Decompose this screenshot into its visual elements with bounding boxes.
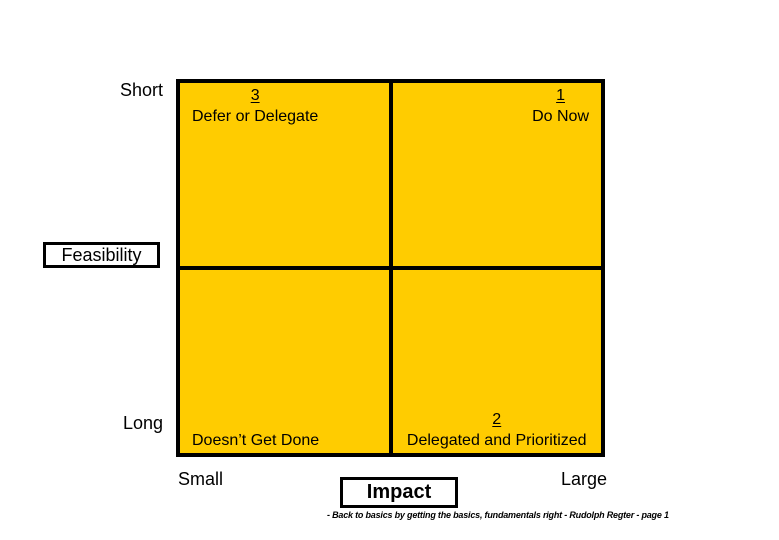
quadrant-label: Doesn’t Get Done [192,432,320,449]
quadrant-content: 2 Delegated and Prioritized [393,409,602,451]
y-axis-top-label: Short [119,80,163,100]
quadrant-content: 3 Defer or Delegate [192,85,318,127]
quadrant-content: 1 Do Now [532,85,589,127]
quadrant-do-now: 1 Do Now [392,83,601,266]
x-axis-title: Impact [366,481,432,503]
quadrant-delegated-and-prioritized: 2 Delegated and Prioritized [392,270,602,453]
y-axis-bottom-label: Long [122,413,163,433]
quadrant-rank: 1 [556,87,565,104]
x-axis-title-box: Impact [340,477,458,508]
quadrant-label: Delegated and Prioritized [406,432,587,449]
quadrant-rank: 2 [492,411,502,428]
priority-matrix: 3 Defer or Delegate 1 Do Now Doesn’t Get… [176,79,605,457]
quadrant-label: Defer or Delegate [192,108,319,125]
x-axis-right-label: Large [560,469,607,489]
x-axis-left-label: Small [178,469,224,489]
y-axis-title-box: Feasibility [43,242,160,268]
quadrant-content: Doesn’t Get Done [192,430,319,451]
quadrant-label: Do Now [532,108,589,125]
attribution-text: - Back to basics by getting the basics, … [327,510,669,520]
quadrant-rank: 3 [250,87,260,104]
y-axis-title: Feasibility [61,244,142,265]
quadrant-defer-or-delegate: 3 Defer or Delegate [180,83,389,266]
quadrant-doesnt-get-done: Doesn’t Get Done [180,270,389,453]
